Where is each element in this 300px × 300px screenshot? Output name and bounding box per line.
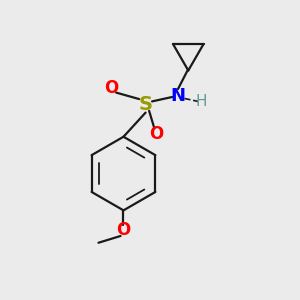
Text: O: O	[116, 221, 130, 239]
Text: S: S	[139, 95, 153, 114]
Text: N: N	[170, 86, 185, 104]
Text: O: O	[105, 79, 119, 97]
Text: H: H	[196, 94, 207, 109]
Text: O: O	[149, 125, 163, 143]
